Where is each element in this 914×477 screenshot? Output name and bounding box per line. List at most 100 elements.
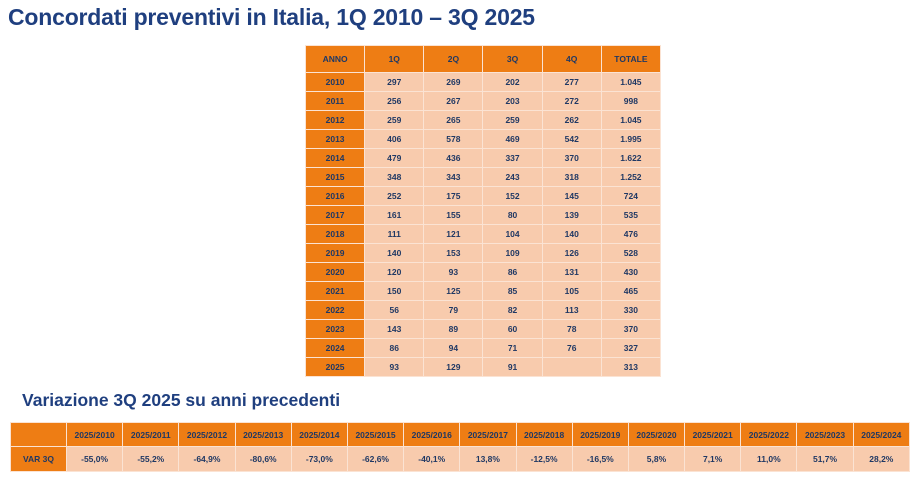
value-cell: 318 [541,167,602,187]
period-header: 2025/2023 [796,422,854,447]
value-cell: 104 [482,224,543,244]
value-cell: 272 [541,91,602,111]
period-header: 2025/2013 [234,422,292,447]
concordati-table: ANNO 1Q 2Q 3Q 4Q TOTALE 2010 297 269 202 277 1.045… [304,45,662,377]
column-header: 1Q [364,45,425,73]
variation-row: VAR 3Q -55,0% -55,2% -64,9% -80,6% -73,0% -62… [10,446,911,472]
value-cell: 243 [482,167,543,187]
value-cell: 86 [364,338,425,358]
value-cell: 578 [423,129,484,149]
column-header: 4Q [541,45,602,73]
period-header: 2025/2021 [684,422,742,447]
value-cell: 89 [423,319,484,339]
value-cell: 60 [482,319,543,339]
table-row: 2016 252 175 152 145 724 [304,186,662,206]
value-cell: 71 [482,338,543,358]
value-cell: 153 [423,243,484,263]
value-cell: 140 [364,243,425,263]
period-header: 2025/2020 [627,422,686,447]
variation-value: -55,2% [122,446,180,472]
year-cell: 2022 [304,300,366,320]
value-cell: 465 [600,281,662,301]
value-cell: 1.045 [600,72,662,92]
variation-value: 28,2% [852,446,911,472]
variation-value: -73,0% [290,446,348,472]
table-row: 2011 256 267 203 272 998 [304,91,662,111]
value-cell [541,357,602,377]
period-header: 2025/2024 [852,422,911,447]
value-cell: 109 [482,243,543,263]
corner-cell [10,422,67,447]
value-cell: 252 [364,186,425,206]
year-cell: 2010 [304,72,366,92]
value-cell: 259 [364,110,425,130]
value-cell: 93 [423,262,484,282]
value-cell: 542 [541,129,602,149]
column-header: TOTALE [600,45,662,73]
value-cell: 111 [364,224,425,244]
value-cell: 150 [364,281,425,301]
value-cell: 476 [600,224,662,244]
value-cell: 126 [541,243,602,263]
table-row: 2015 348 343 243 318 1.252 [304,167,662,187]
variation-value: -55,0% [65,446,124,472]
period-header: 2025/2022 [740,422,798,447]
year-cell: 2015 [304,167,366,187]
variation-value: 7,1% [684,446,742,472]
table-header-row: ANNO 1Q 2Q 3Q 4Q TOTALE [304,45,662,73]
year-cell: 2018 [304,224,366,244]
year-cell: 2016 [304,186,366,206]
value-cell: 1.995 [600,129,662,149]
column-header: 3Q [482,45,543,73]
value-cell: 140 [541,224,602,244]
value-cell: 152 [482,186,543,206]
table-row: 2023 143 89 60 78 370 [304,319,662,339]
table-row: 2025 93 129 91 313 [304,357,662,377]
value-cell: 256 [364,91,425,111]
value-cell: 724 [600,186,662,206]
value-cell: 348 [364,167,425,187]
table-row: 2010 297 269 202 277 1.045 [304,72,662,92]
variation-value: -64,9% [178,446,236,472]
period-header: 2025/2016 [403,422,461,447]
value-cell: 203 [482,91,543,111]
year-cell: 2017 [304,205,366,225]
variation-value: -40,1% [403,446,461,472]
value-cell: 436 [423,148,484,168]
period-header: 2025/2014 [290,422,348,447]
value-cell: 330 [600,300,662,320]
table-row: 2017 161 155 80 139 535 [304,205,662,225]
variation-value: -80,6% [234,446,292,472]
value-cell: 85 [482,281,543,301]
table-row: 2024 86 94 71 76 327 [304,338,662,358]
row-label: VAR 3Q [10,446,67,472]
value-cell: 370 [541,148,602,168]
table-row: 2021 150 125 85 105 465 [304,281,662,301]
variation-header-row: 2025/2010 2025/2011 2025/2012 2025/2013 2025… [10,422,911,447]
variation-value: -16,5% [571,446,629,472]
value-cell: 94 [423,338,484,358]
value-cell: 86 [482,262,543,282]
value-cell: 161 [364,205,425,225]
value-cell: 269 [423,72,484,92]
value-cell: 430 [600,262,662,282]
column-header: ANNO [304,45,366,73]
table-row: 2014 479 436 337 370 1.622 [304,148,662,168]
value-cell: 125 [423,281,484,301]
value-cell: 80 [482,205,543,225]
variation-value: 5,8% [627,446,686,472]
value-cell: 297 [364,72,425,92]
value-cell: 267 [423,91,484,111]
year-cell: 2013 [304,129,366,149]
value-cell: 76 [541,338,602,358]
year-cell: 2020 [304,262,366,282]
table-row: 2022 56 79 82 113 330 [304,300,662,320]
year-cell: 2023 [304,319,366,339]
year-cell: 2025 [304,357,366,377]
value-cell: 91 [482,357,543,377]
variation-table: 2025/2010 2025/2011 2025/2012 2025/2013 2025… [10,422,911,472]
year-cell: 2021 [304,281,366,301]
value-cell: 998 [600,91,662,111]
year-cell: 2014 [304,148,366,168]
value-cell: 131 [541,262,602,282]
